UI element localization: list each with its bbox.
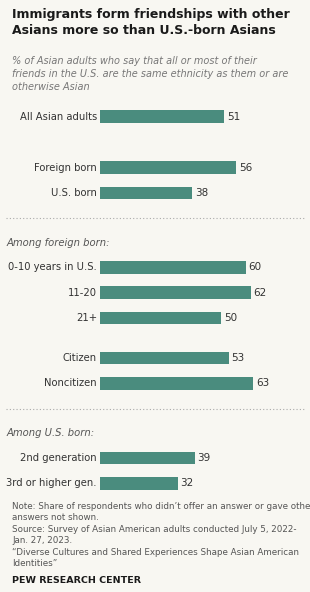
Bar — [100, 111, 224, 123]
Text: U.S. born: U.S. born — [51, 188, 97, 198]
Text: Citizen: Citizen — [63, 353, 97, 363]
Text: Among U.S. born:: Among U.S. born: — [6, 429, 94, 439]
Text: Foreign born: Foreign born — [34, 163, 97, 172]
Text: 2nd generation: 2nd generation — [20, 453, 97, 463]
Text: 38: 38 — [195, 188, 208, 198]
Text: Noncitizen: Noncitizen — [44, 378, 97, 388]
Bar — [100, 261, 246, 274]
Text: 50: 50 — [224, 313, 237, 323]
Text: 32: 32 — [181, 478, 194, 488]
Text: 21+: 21+ — [76, 313, 97, 323]
Text: All Asian adults: All Asian adults — [20, 112, 97, 122]
Text: 53: 53 — [232, 353, 245, 363]
Bar — [100, 377, 253, 390]
Text: 3rd or higher gen.: 3rd or higher gen. — [7, 478, 97, 488]
Bar — [100, 186, 192, 200]
Bar — [100, 477, 178, 490]
Bar — [100, 161, 236, 174]
Text: 60: 60 — [249, 262, 262, 272]
Text: 39: 39 — [198, 453, 211, 463]
Text: 0-10 years in U.S.: 0-10 years in U.S. — [8, 262, 97, 272]
Text: 51: 51 — [227, 112, 240, 122]
Text: PEW RESEARCH CENTER: PEW RESEARCH CENTER — [12, 576, 141, 585]
Text: 63: 63 — [256, 378, 269, 388]
Bar — [100, 312, 221, 324]
Bar — [100, 352, 229, 364]
Text: % of Asian adults who say that all or most of their
friends in the U.S. are the : % of Asian adults who say that all or mo… — [12, 56, 289, 92]
Text: Immigrants form friendships with other
Asians more so than U.S.-born Asians: Immigrants form friendships with other A… — [12, 8, 290, 37]
Text: 56: 56 — [239, 163, 252, 172]
Bar — [100, 287, 250, 299]
Text: 62: 62 — [254, 288, 267, 298]
Text: 11-20: 11-20 — [68, 288, 97, 298]
Text: Note: Share of respondents who didn’t offer an answer or gave other
answers not : Note: Share of respondents who didn’t of… — [12, 502, 310, 568]
Text: Among foreign born:: Among foreign born: — [6, 238, 110, 248]
Bar — [100, 452, 195, 464]
